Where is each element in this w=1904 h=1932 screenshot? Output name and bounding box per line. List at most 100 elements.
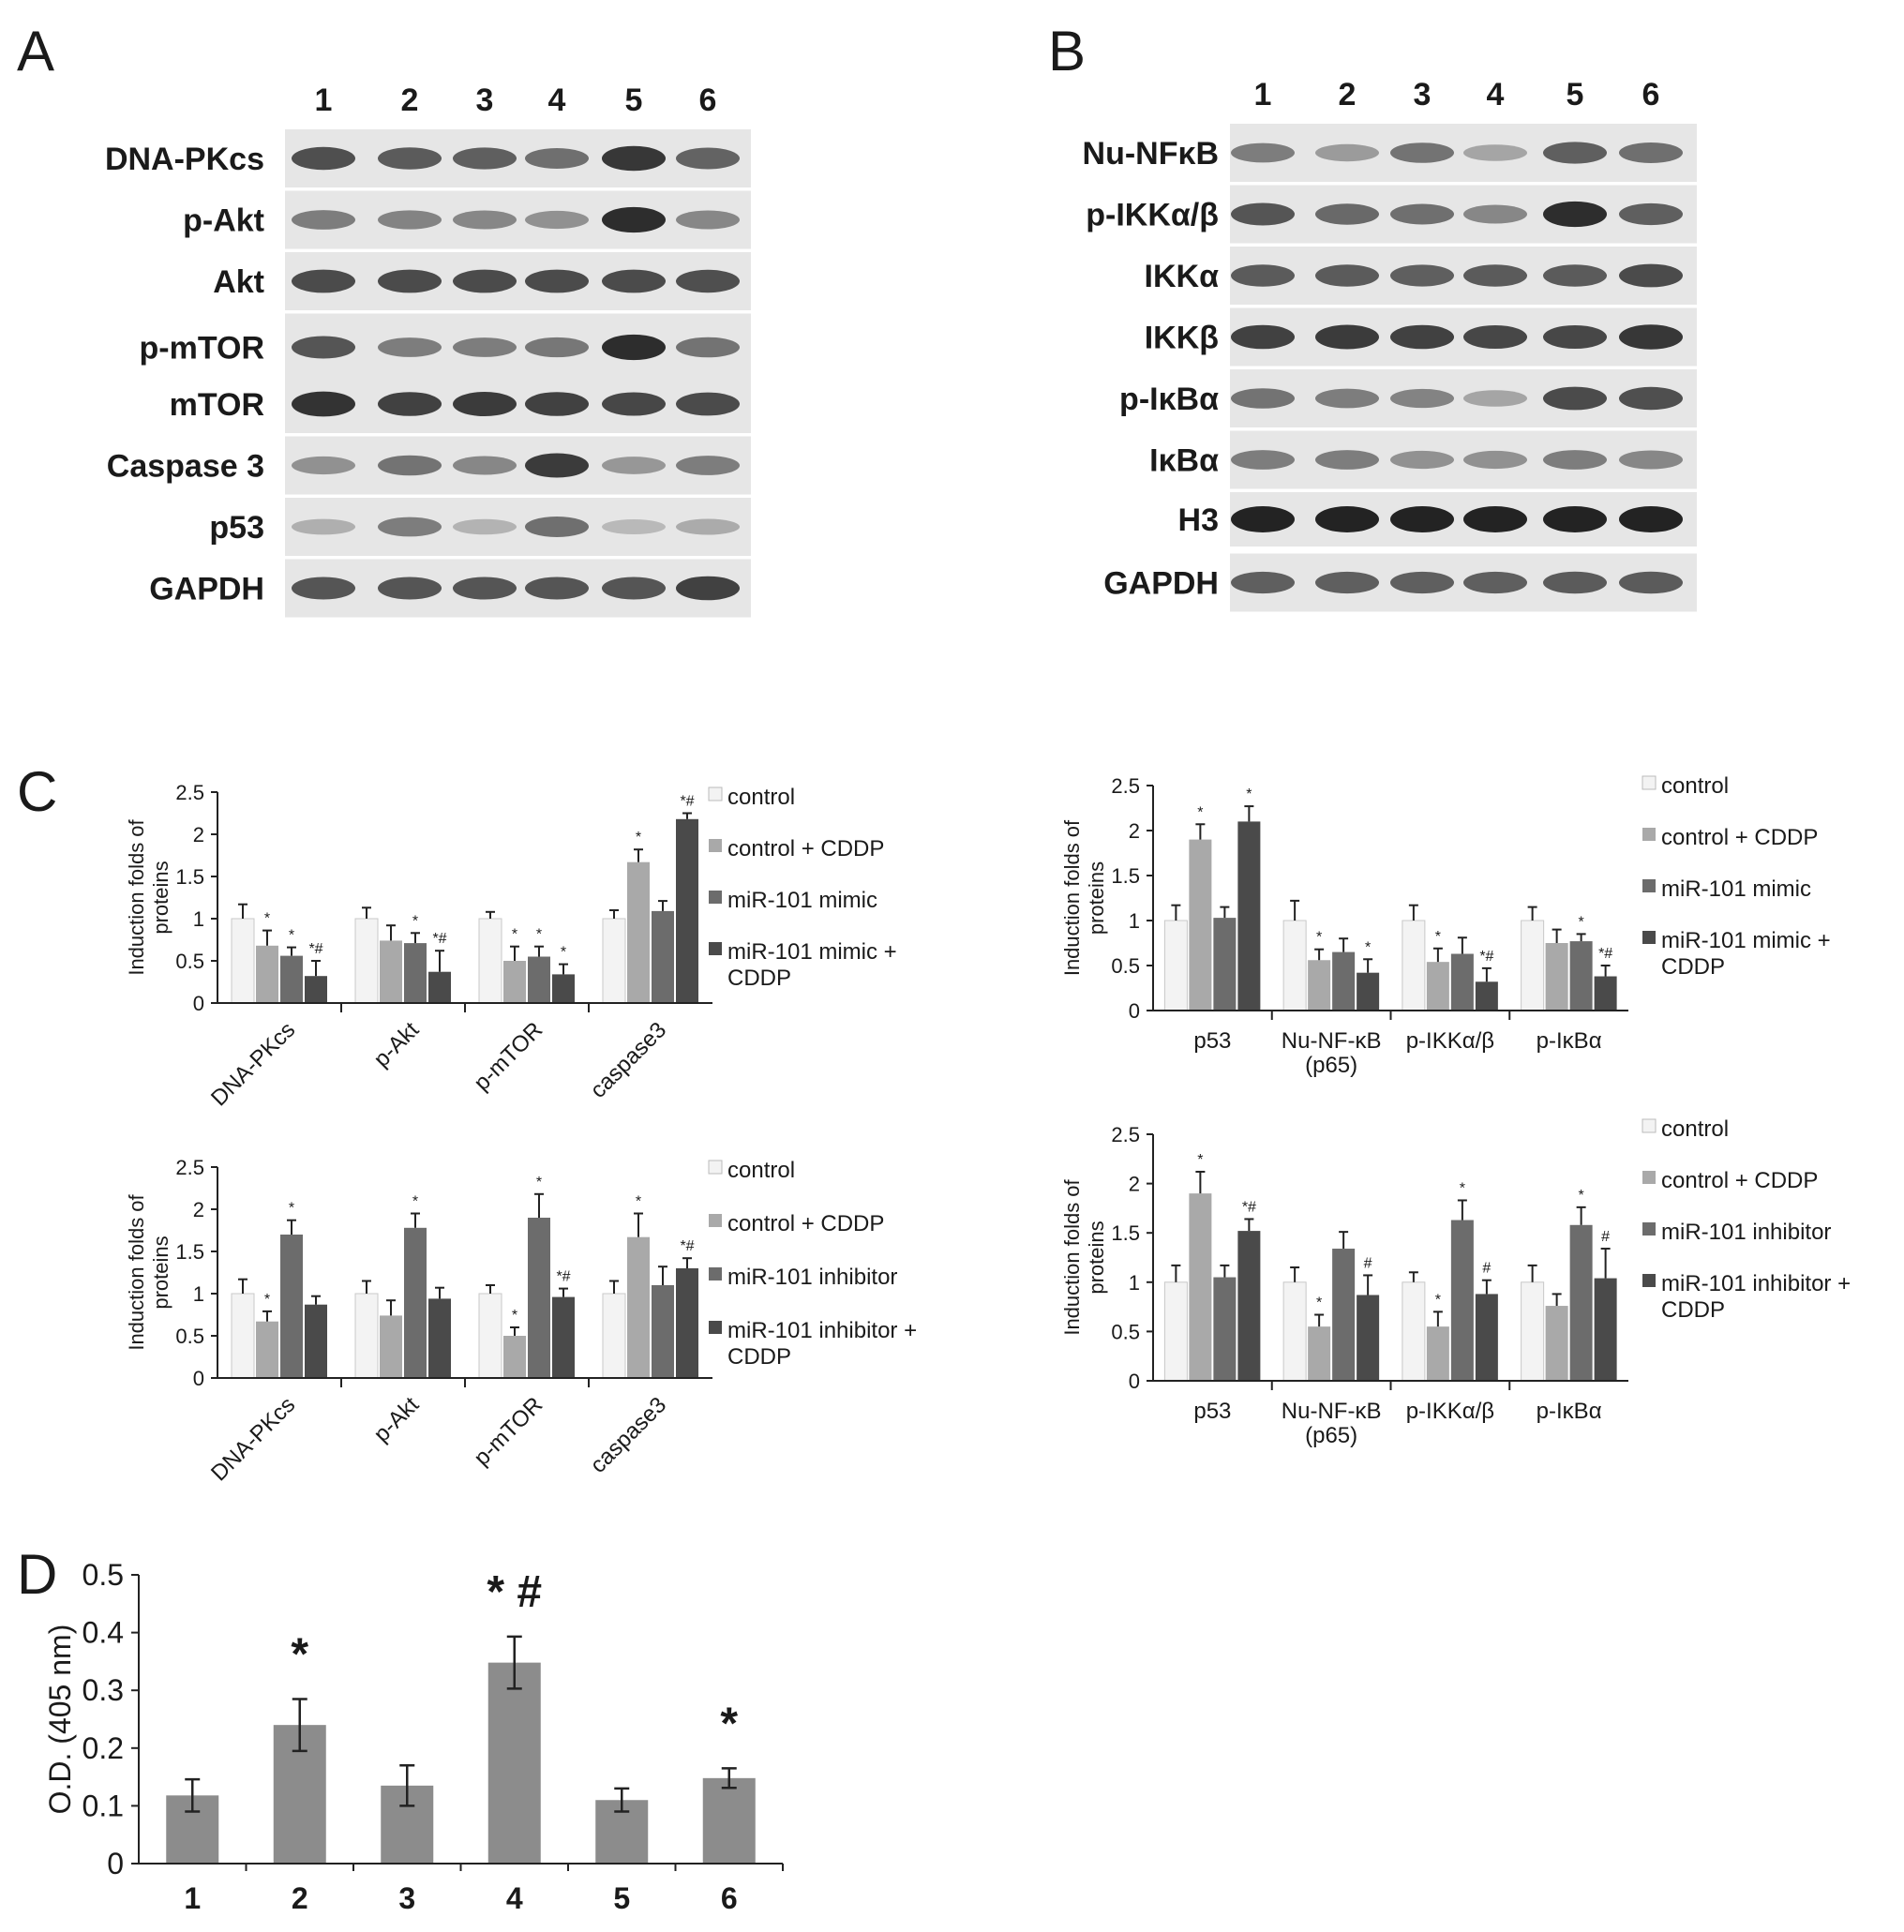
legend-label: miR-101 mimic bbox=[1661, 876, 1811, 902]
lane-number: 2 bbox=[1339, 77, 1357, 112]
blot-band bbox=[1543, 386, 1607, 411]
blot-band bbox=[1543, 324, 1607, 350]
x-category-label: 3 bbox=[398, 1881, 415, 1915]
blot-band bbox=[1315, 506, 1379, 532]
y-tick-label: 1.5 bbox=[175, 1240, 204, 1264]
x-category-label: Nu-NF-κB bbox=[1282, 1028, 1382, 1054]
blot-band bbox=[1619, 506, 1683, 532]
bar bbox=[1213, 918, 1237, 1011]
blot-band bbox=[1315, 203, 1379, 225]
bar bbox=[627, 1236, 650, 1378]
bar bbox=[1450, 953, 1474, 1011]
blot-row-label: p-mTOR bbox=[140, 331, 264, 367]
blot-band bbox=[602, 457, 666, 474]
y-tick-label: 2 bbox=[1129, 1173, 1140, 1196]
y-tick-label: 0.2 bbox=[82, 1731, 124, 1765]
blot-band bbox=[1463, 450, 1527, 470]
lane-number: 6 bbox=[699, 82, 717, 118]
blot-band bbox=[676, 269, 740, 293]
blot-band bbox=[378, 392, 442, 416]
bar bbox=[528, 956, 550, 1003]
blot-band bbox=[1543, 201, 1607, 228]
blot-band bbox=[1231, 142, 1295, 163]
bar bbox=[528, 1218, 550, 1378]
bar bbox=[652, 910, 674, 1003]
x-category-label: 1 bbox=[184, 1881, 201, 1915]
blot-band bbox=[1231, 571, 1295, 594]
blot-band bbox=[1315, 264, 1379, 287]
bar bbox=[1521, 1281, 1545, 1382]
legend-label: miR-101 mimic bbox=[727, 888, 877, 913]
blot-band bbox=[602, 392, 666, 416]
legend-label: miR-101 inhibitor bbox=[727, 1265, 897, 1290]
significance-mark: * bbox=[720, 1699, 738, 1748]
significance-mark: * bbox=[289, 1201, 294, 1217]
y-tick-label: 2.5 bbox=[175, 781, 204, 804]
blot-band bbox=[1619, 324, 1683, 350]
y-tick-label: 0 bbox=[193, 1367, 204, 1390]
significance-mark: * bbox=[1316, 1295, 1322, 1311]
legend-label: control + CDDP bbox=[727, 836, 884, 861]
y-axis-label: Induction folds ofproteins bbox=[125, 1193, 172, 1350]
legend-label: control + CDDP bbox=[1661, 825, 1818, 850]
blot-band bbox=[1463, 506, 1527, 532]
legend-swatch bbox=[1642, 775, 1657, 790]
lane-number: 4 bbox=[548, 82, 566, 118]
bar bbox=[1545, 1306, 1568, 1381]
blot-row-label: Nu-NFκB bbox=[1083, 136, 1219, 172]
y-tick-label: 0.5 bbox=[1111, 1320, 1140, 1343]
blot-band bbox=[453, 577, 517, 600]
legend-label: control + CDDP bbox=[727, 1211, 884, 1236]
blot-band bbox=[453, 147, 517, 170]
y-tick-label: 2 bbox=[1129, 819, 1140, 843]
bar bbox=[1308, 960, 1331, 1011]
blot-band bbox=[378, 455, 442, 476]
blot-band bbox=[378, 577, 442, 600]
significance-mark: *# bbox=[680, 794, 694, 810]
bar bbox=[503, 961, 526, 1003]
bar bbox=[627, 861, 650, 1003]
blot-band bbox=[292, 269, 355, 293]
legend-swatch bbox=[708, 1160, 723, 1175]
bar bbox=[1521, 920, 1545, 1011]
blot-row-label: p-Akt bbox=[183, 203, 264, 239]
x-category-label: 2 bbox=[292, 1881, 308, 1915]
blot-band bbox=[1231, 202, 1295, 226]
bar bbox=[602, 1293, 626, 1379]
blot-strip bbox=[285, 252, 751, 310]
western-blot-a: 1 2 3 4 5 6 DNA-PKcs p-Akt Akt p-mTOR mTOR Caspase … bbox=[105, 82, 751, 618]
lane-number: 4 bbox=[1487, 77, 1505, 112]
significance-mark: # bbox=[1482, 1261, 1491, 1277]
blot-band bbox=[602, 334, 666, 361]
bar bbox=[280, 955, 303, 1003]
x-category-label: p-Akt bbox=[369, 1392, 425, 1447]
panel-a: A 1 2 3 4 5 6 DNA-PKcs p-Akt Akt p-mTOR mTOR Caspas… bbox=[17, 20, 751, 618]
blot-band bbox=[525, 453, 589, 478]
legend-swatch bbox=[709, 1267, 722, 1281]
x-category-label: p-IκBα bbox=[1537, 1399, 1602, 1424]
blot-band bbox=[676, 456, 740, 475]
blot-band bbox=[292, 518, 355, 535]
blot-band bbox=[1315, 388, 1379, 409]
blot-band bbox=[453, 518, 517, 535]
y-axis-label: Induction folds ofproteins bbox=[1060, 1178, 1108, 1335]
blot-band bbox=[525, 148, 589, 169]
blot-band bbox=[1543, 506, 1607, 532]
significance-mark: * bbox=[636, 830, 641, 846]
blot-row-label: GAPDH bbox=[1103, 566, 1219, 602]
panel-label-b: B bbox=[1048, 20, 1086, 82]
y-tick-label: 1 bbox=[1129, 1271, 1140, 1295]
blot-band bbox=[1619, 450, 1683, 470]
significance-mark: * bbox=[412, 1194, 418, 1210]
blot-band bbox=[1231, 388, 1295, 409]
blot-band bbox=[292, 210, 355, 230]
bar bbox=[487, 1662, 541, 1864]
x-category-label: p-mTOR bbox=[469, 1017, 547, 1096]
significance-mark: * bbox=[264, 1292, 270, 1308]
x-category-label: (p65) bbox=[1305, 1053, 1357, 1078]
bar bbox=[305, 1304, 327, 1378]
bar bbox=[256, 945, 278, 1003]
